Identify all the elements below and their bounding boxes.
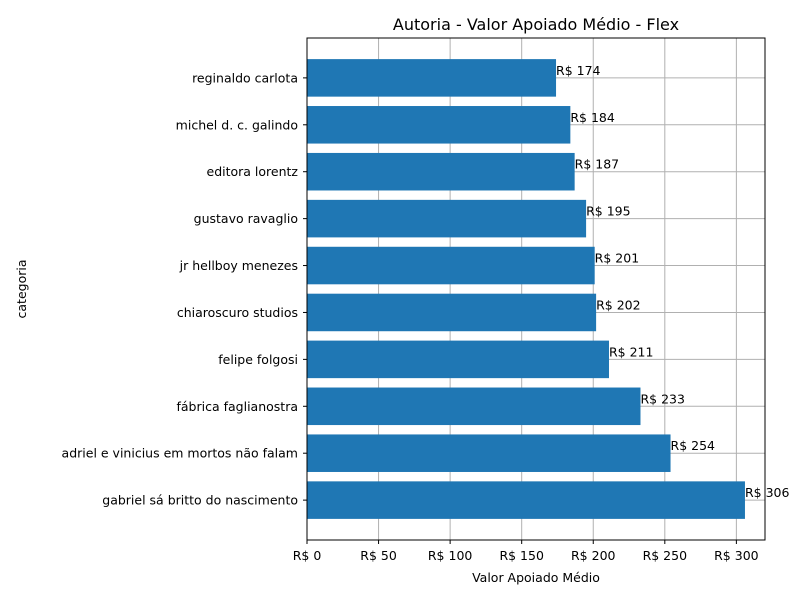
y-tick-label: fábrica faglianostra <box>177 399 299 414</box>
x-tick-label: R$ 250 <box>643 548 688 563</box>
plot-frame <box>306 37 766 541</box>
y-tick-label: jr hellboy menezes <box>179 258 298 273</box>
bar-value-label: R$ 201 <box>595 251 639 266</box>
bar-value-label: R$ 233 <box>640 391 684 406</box>
y-tick-label: reginaldo carlota <box>192 70 298 85</box>
bar <box>307 340 609 379</box>
bar-value-label: R$ 184 <box>570 110 615 125</box>
bar-value-label: R$ 306 <box>745 485 790 500</box>
bar <box>307 434 671 472</box>
y-tick-label: felipe folgosi <box>218 352 298 367</box>
x-tick-label: R$ 150 <box>499 548 544 563</box>
data-labels: R$ 174 R$ 184 R$ 187 R$ 195 R$ 201 R$ 202 R$ 2… <box>556 63 789 500</box>
bar-value-label: R$ 202 <box>596 297 640 312</box>
y-tick-label: michel d. c. galindo <box>176 117 298 132</box>
bar-value-label: R$ 174 <box>556 63 601 78</box>
x-tick-label: R$ 50 <box>360 548 397 563</box>
y-axis-label: categoria <box>14 260 29 319</box>
y-tick-label: gabriel sá britto do nascimento <box>102 493 298 508</box>
y-tick-label: gustavo ravaglio <box>194 211 298 226</box>
x-tick-label: R$ 0 <box>293 548 322 563</box>
y-tick-label: adriel e vinicius em mortos não falam <box>62 446 298 461</box>
x-axis-label: Valor Apoiado Médio <box>472 570 600 585</box>
bar <box>307 481 745 519</box>
bar-value-label: R$ 187 <box>575 157 619 172</box>
bar <box>307 246 595 285</box>
y-tick-label: editora lorentz <box>207 164 299 179</box>
bar <box>307 106 571 144</box>
x-tick-label: R$ 200 <box>571 548 616 563</box>
bar <box>307 152 575 191</box>
bar <box>307 387 641 426</box>
bar <box>307 293 597 332</box>
x-ticks: R$ 0 R$ 50 R$ 100 R$ 150 R$ 200 R$ 250 R$ 300 <box>293 540 759 563</box>
bars <box>307 59 745 519</box>
bar-value-label: R$ 211 <box>609 344 653 359</box>
bar-value-label: R$ 195 <box>586 204 630 219</box>
bar <box>307 199 587 238</box>
bar <box>307 59 557 97</box>
x-tick-label: R$ 300 <box>714 548 759 563</box>
x-tick-label: R$ 100 <box>428 548 473 563</box>
y-ticks: reginaldo carlota michel d. c. galindo edi… <box>62 70 307 508</box>
bar-value-label: R$ 254 <box>671 438 716 453</box>
y-tick-label: chiaroscuro studios <box>177 305 298 320</box>
chart-title: Autoria - Valor Apoiado Médio - Flex <box>393 15 679 34</box>
